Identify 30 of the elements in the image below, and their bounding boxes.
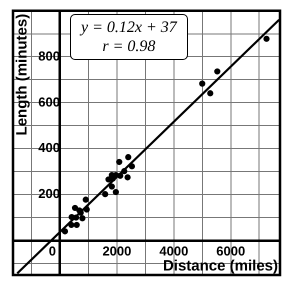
point — [72, 204, 78, 212]
annotation: y = 0.12x + 37 — [81, 18, 177, 37]
annotation: r = 0.98 — [101, 37, 156, 56]
point — [62, 228, 68, 234]
point — [74, 222, 80, 228]
point — [124, 174, 131, 180]
point — [84, 206, 90, 213]
point — [117, 172, 124, 179]
point — [125, 154, 132, 160]
y-axis-title: Length (minutes) — [14, 14, 31, 136]
x-tick-label: 2000 — [102, 244, 132, 259]
point — [112, 188, 119, 196]
x-axis-title: Distance (miles) — [162, 258, 278, 275]
point — [105, 176, 112, 183]
point — [121, 168, 128, 174]
point — [116, 158, 122, 166]
point — [82, 196, 89, 203]
point — [214, 68, 220, 75]
x-tick-label: 6000 — [216, 244, 246, 259]
point — [108, 183, 115, 190]
x-tick-label: 4000 — [159, 244, 188, 259]
point — [76, 207, 82, 214]
point — [128, 163, 136, 170]
x-tick-label: 0 — [48, 244, 56, 259]
point — [263, 36, 270, 42]
point — [102, 191, 108, 198]
point — [79, 215, 86, 222]
point — [68, 222, 74, 228]
point — [207, 90, 214, 96]
point — [199, 80, 206, 87]
